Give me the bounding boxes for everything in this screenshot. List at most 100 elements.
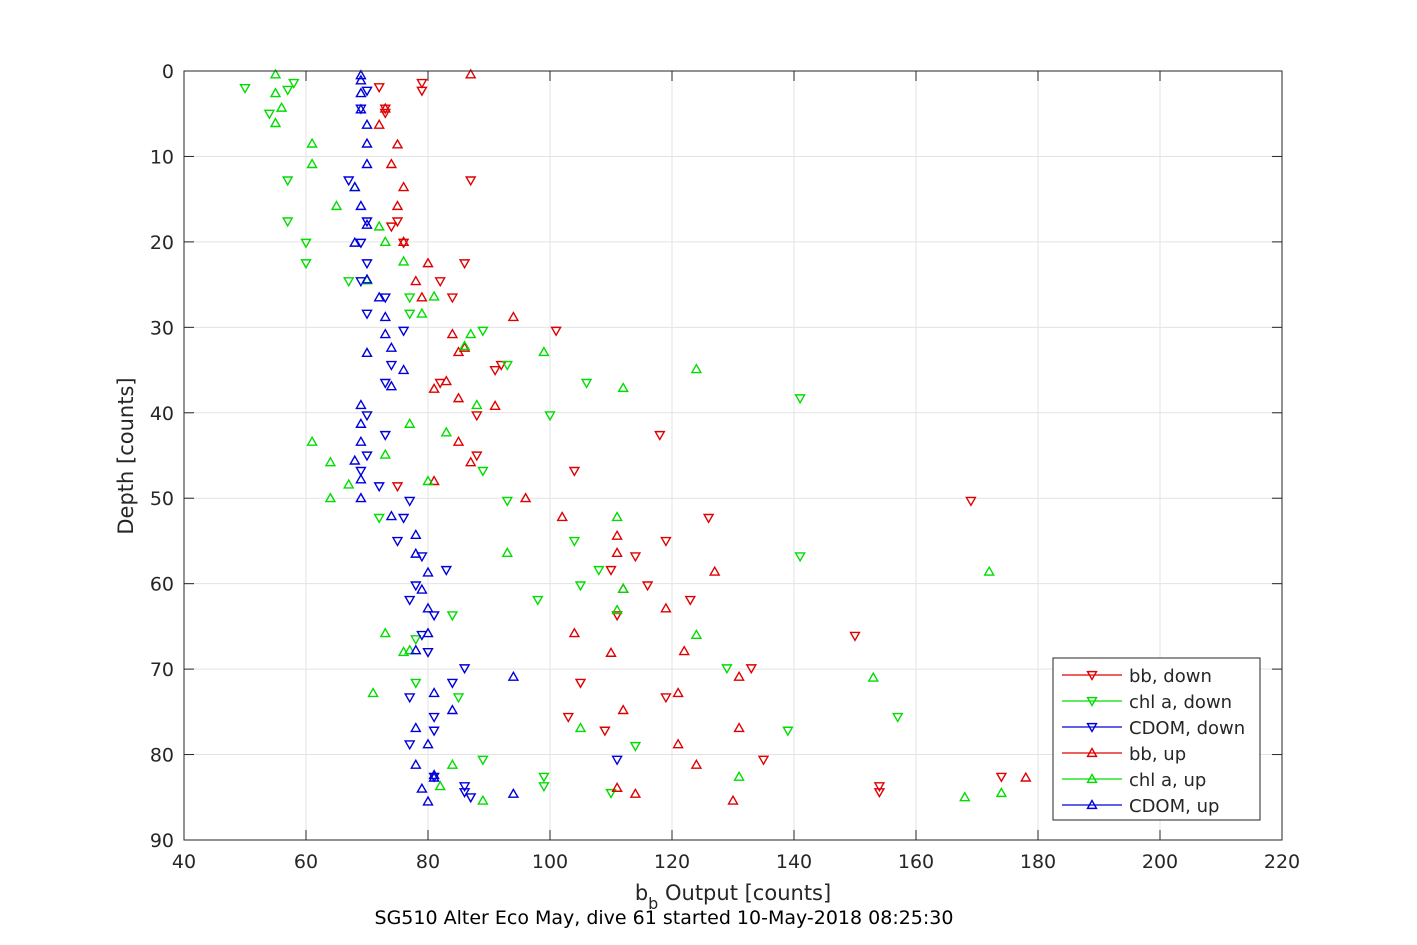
- x-tick-label: 220: [1264, 851, 1300, 873]
- data-point: [617, 382, 629, 393]
- data-point: [385, 380, 398, 391]
- legend-marker: [1086, 722, 1098, 733]
- data-point: [464, 176, 477, 187]
- data-point: [641, 581, 654, 592]
- data-point: [379, 430, 392, 441]
- data-point: [263, 109, 276, 120]
- data-point: [391, 217, 404, 228]
- data-point: [629, 787, 642, 798]
- data-point: [416, 583, 428, 594]
- y-tick-label: 40: [150, 403, 174, 425]
- data-point: [361, 137, 373, 148]
- data-point: [281, 176, 294, 187]
- data-point: [379, 328, 392, 339]
- data-point: [605, 646, 617, 657]
- data-point: [983, 565, 995, 576]
- data-point: [507, 787, 520, 798]
- data-point: [690, 758, 703, 769]
- data-point: [708, 565, 721, 576]
- data-point: [416, 307, 428, 318]
- x-tick-label: 160: [898, 851, 934, 873]
- data-point: [385, 510, 398, 521]
- data-point: [428, 687, 440, 698]
- data-point: [611, 755, 623, 766]
- x-tick-label: 40: [172, 851, 196, 873]
- legend-label: bb, down: [1129, 666, 1212, 687]
- axis-ticks: 40 60 80 100 120 140 160 180 200 220 0 10 20 30 40 50 60…: [150, 61, 1300, 873]
- x-axis-label: bb Output [counts]: [635, 881, 831, 913]
- series-chl-a-down: [239, 78, 904, 799]
- data-point: [422, 475, 434, 486]
- data-point: [379, 102, 392, 113]
- series-chl-a-up: [269, 68, 1008, 805]
- data-point: [568, 466, 581, 477]
- data-point: [458, 664, 471, 675]
- data-point: [464, 328, 477, 339]
- data-point: [422, 795, 434, 806]
- data-point: [355, 492, 367, 503]
- data-point: [446, 678, 459, 689]
- legend: bb, down chl a, down CDOM, down bb, up chl a…: [1052, 657, 1261, 821]
- data-point: [361, 158, 373, 169]
- data-point: [422, 257, 434, 268]
- data-point: [440, 375, 453, 386]
- data-point: [446, 328, 459, 339]
- data-point: [550, 326, 562, 337]
- data-point: [629, 741, 642, 752]
- x-axis-label-base: b: [635, 881, 648, 905]
- data-point: [849, 631, 861, 642]
- data-point: [428, 769, 440, 780]
- data-point: [501, 496, 514, 507]
- legend-marker: [1086, 696, 1098, 707]
- data-point: [428, 611, 440, 622]
- data-point: [611, 604, 623, 615]
- data-point: [660, 602, 672, 613]
- data-point: [239, 84, 251, 94]
- data-point: [477, 466, 489, 477]
- data-point: [379, 448, 392, 459]
- data-point: [403, 740, 416, 751]
- data-point: [507, 311, 520, 322]
- data-point: [410, 722, 422, 733]
- data-point: [568, 627, 581, 638]
- data-point: [306, 435, 318, 446]
- data-point: [556, 511, 568, 522]
- legend-box: [1052, 657, 1261, 821]
- data-point: [727, 794, 739, 805]
- data-point: [379, 378, 392, 389]
- data-point: [458, 340, 471, 351]
- legend-marker: [1086, 747, 1098, 758]
- data-point: [403, 693, 416, 704]
- data-point: [690, 363, 703, 374]
- data-point: [605, 565, 617, 576]
- legend-label: CDOM, down: [1129, 718, 1245, 739]
- data-point: [794, 552, 806, 563]
- data-point: [965, 496, 977, 507]
- data-point: [446, 293, 459, 304]
- data-point: [782, 726, 794, 737]
- x-tick-label: 80: [416, 851, 440, 873]
- data-point: [446, 704, 459, 715]
- data-point: [391, 200, 404, 211]
- data-point: [361, 218, 373, 229]
- data-point: [873, 782, 886, 793]
- data-point: [452, 392, 465, 403]
- data-point: [269, 87, 282, 98]
- data-point: [330, 200, 343, 211]
- data-point: [611, 781, 623, 792]
- data-point: [397, 364, 410, 375]
- data-point: [477, 755, 489, 766]
- data-point: [373, 513, 385, 524]
- data-point: [379, 293, 392, 304]
- data-point: [562, 712, 575, 723]
- data-point: [617, 582, 629, 593]
- y-tick-label: 80: [150, 745, 174, 767]
- data-point: [355, 87, 367, 98]
- legend-label: bb, up: [1129, 744, 1186, 765]
- data-point: [452, 435, 465, 446]
- data-point: [428, 290, 440, 301]
- y-tick-label: 70: [150, 659, 174, 681]
- data-point: [611, 546, 623, 557]
- data-point: [794, 394, 806, 405]
